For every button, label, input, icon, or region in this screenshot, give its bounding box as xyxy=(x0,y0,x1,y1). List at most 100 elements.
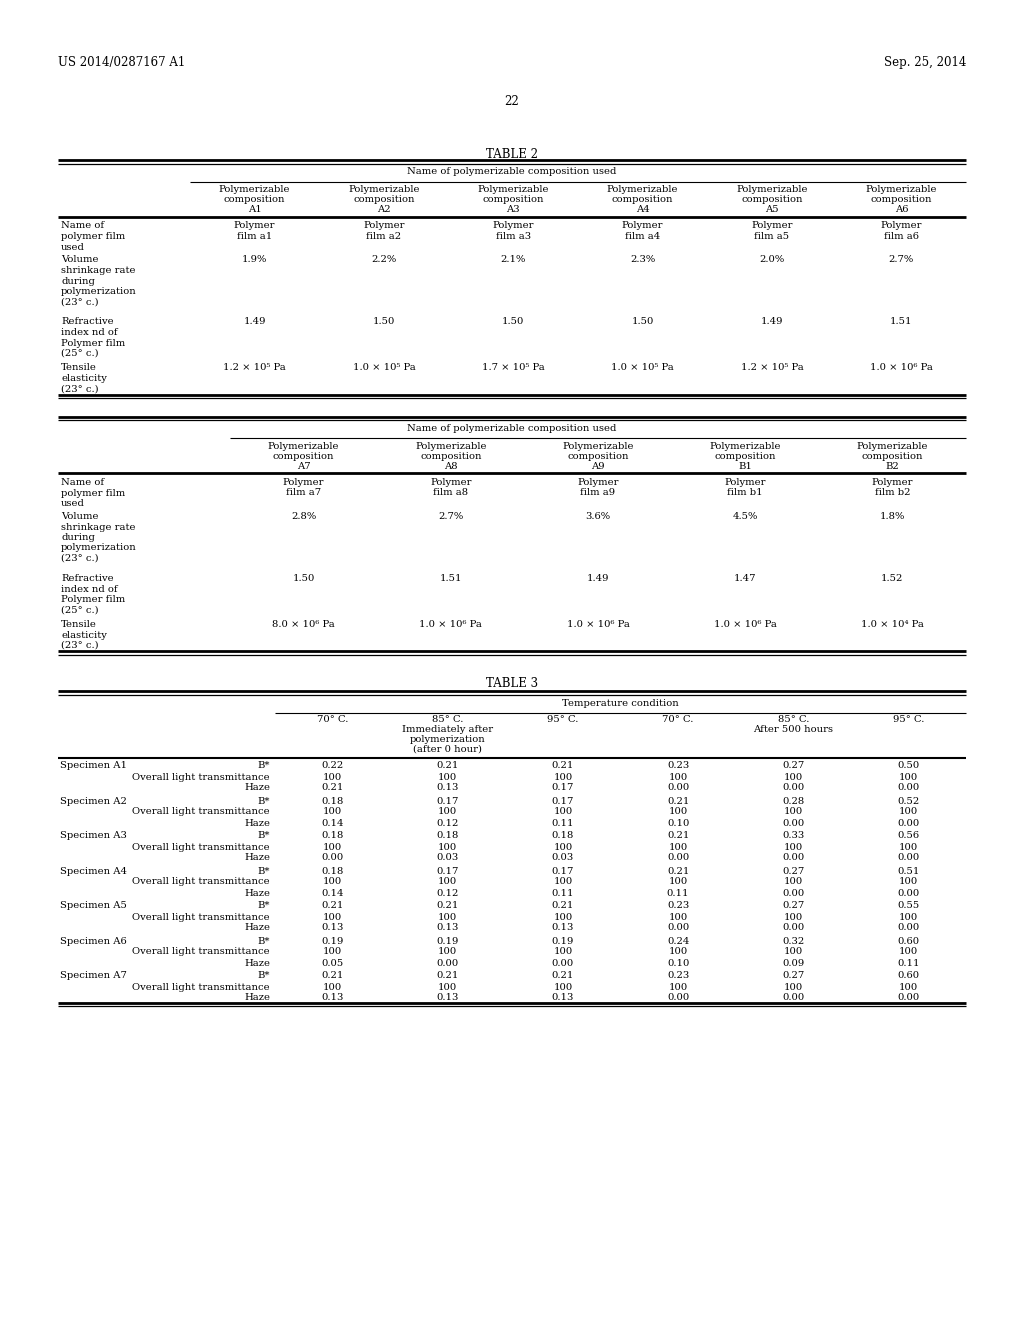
Text: 0.03: 0.03 xyxy=(552,854,574,862)
Text: Tensile: Tensile xyxy=(61,363,97,372)
Text: Name of polymerizable composition used: Name of polymerizable composition used xyxy=(408,168,616,177)
Text: shrinkage rate: shrinkage rate xyxy=(61,267,135,275)
Text: Specimen A2: Specimen A2 xyxy=(60,796,127,805)
Text: Haze: Haze xyxy=(244,924,270,932)
Text: Polymer film: Polymer film xyxy=(61,338,125,347)
Text: 1.50: 1.50 xyxy=(293,574,314,583)
Text: 0.21: 0.21 xyxy=(552,902,574,911)
Text: Name of: Name of xyxy=(61,478,104,487)
Text: A9: A9 xyxy=(591,462,605,471)
Text: 0.00: 0.00 xyxy=(667,924,689,932)
Text: composition: composition xyxy=(612,195,674,205)
Text: 100: 100 xyxy=(553,808,572,817)
Text: Specimen A7: Specimen A7 xyxy=(60,972,127,981)
Text: 100: 100 xyxy=(553,772,572,781)
Text: 100: 100 xyxy=(783,948,803,957)
Text: Refractive: Refractive xyxy=(61,318,114,326)
Text: B*: B* xyxy=(257,762,270,771)
Text: Haze: Haze xyxy=(244,994,270,1002)
Text: Polymerizable: Polymerizable xyxy=(477,186,549,194)
Text: composition: composition xyxy=(861,451,924,461)
Text: Overall light transmittance: Overall light transmittance xyxy=(132,808,270,817)
Text: 2.2%: 2.2% xyxy=(372,256,396,264)
Text: Haze: Haze xyxy=(244,854,270,862)
Text: 100: 100 xyxy=(669,808,688,817)
Text: Haze: Haze xyxy=(244,958,270,968)
Text: 100: 100 xyxy=(553,878,572,887)
Text: Specimen A3: Specimen A3 xyxy=(60,832,127,841)
Text: 0.11: 0.11 xyxy=(552,888,574,898)
Text: 0.18: 0.18 xyxy=(322,796,344,805)
Text: Polymer
film b2: Polymer film b2 xyxy=(871,478,913,498)
Text: 2.1%: 2.1% xyxy=(501,256,526,264)
Text: 100: 100 xyxy=(899,948,919,957)
Text: 0.13: 0.13 xyxy=(552,924,574,932)
Text: 1.49: 1.49 xyxy=(244,318,266,326)
Text: 0.03: 0.03 xyxy=(436,854,459,862)
Text: Overall light transmittance: Overall light transmittance xyxy=(132,982,270,991)
Text: 100: 100 xyxy=(899,772,919,781)
Text: used: used xyxy=(61,499,85,508)
Text: shrinkage rate: shrinkage rate xyxy=(61,523,135,532)
Text: 0.21: 0.21 xyxy=(436,972,459,981)
Text: 100: 100 xyxy=(438,842,458,851)
Text: 0.27: 0.27 xyxy=(782,866,805,875)
Text: 0.60: 0.60 xyxy=(897,972,920,981)
Text: Polymerizable: Polymerizable xyxy=(219,186,291,194)
Text: 100: 100 xyxy=(438,982,458,991)
Text: 0.00: 0.00 xyxy=(322,854,344,862)
Text: 100: 100 xyxy=(323,808,342,817)
Text: composition: composition xyxy=(224,195,286,205)
Text: Specimen A4: Specimen A4 xyxy=(60,866,127,875)
Text: 0.32: 0.32 xyxy=(782,936,805,945)
Text: 0.50: 0.50 xyxy=(897,762,920,771)
Text: Polymer film: Polymer film xyxy=(61,595,125,605)
Text: 0.21: 0.21 xyxy=(667,832,689,841)
Text: 0.27: 0.27 xyxy=(782,972,805,981)
Text: 100: 100 xyxy=(553,912,572,921)
Text: Name of: Name of xyxy=(61,222,104,231)
Text: 0.52: 0.52 xyxy=(897,796,920,805)
Text: 0.11: 0.11 xyxy=(552,818,574,828)
Text: TABLE 2: TABLE 2 xyxy=(486,148,538,161)
Text: 100: 100 xyxy=(899,878,919,887)
Text: Polymer
film a9: Polymer film a9 xyxy=(578,478,618,498)
Text: Polymer
film a2: Polymer film a2 xyxy=(364,222,404,242)
Text: 100: 100 xyxy=(669,912,688,921)
Text: 0.00: 0.00 xyxy=(897,784,920,792)
Text: 0.24: 0.24 xyxy=(667,936,689,945)
Text: Polymerizable: Polymerizable xyxy=(865,186,937,194)
Text: 100: 100 xyxy=(438,808,458,817)
Text: composition: composition xyxy=(272,451,335,461)
Text: 0.14: 0.14 xyxy=(322,818,344,828)
Text: 1.0 × 10⁴ Pa: 1.0 × 10⁴ Pa xyxy=(861,620,924,630)
Text: 2.3%: 2.3% xyxy=(630,256,655,264)
Text: A6: A6 xyxy=(895,206,908,214)
Text: 2.8%: 2.8% xyxy=(291,512,316,521)
Text: 0.27: 0.27 xyxy=(782,902,805,911)
Text: 0.00: 0.00 xyxy=(897,888,920,898)
Text: 0.19: 0.19 xyxy=(552,936,574,945)
Text: (23° c.): (23° c.) xyxy=(61,642,98,649)
Text: 1.7 × 10⁵ Pa: 1.7 × 10⁵ Pa xyxy=(482,363,545,372)
Text: Overall light transmittance: Overall light transmittance xyxy=(132,912,270,921)
Text: 0.00: 0.00 xyxy=(897,994,920,1002)
Text: 1.51: 1.51 xyxy=(439,574,462,583)
Text: A3: A3 xyxy=(507,206,520,214)
Text: Refractive: Refractive xyxy=(61,574,114,583)
Text: Sep. 25, 2014: Sep. 25, 2014 xyxy=(884,55,966,69)
Text: 0.23: 0.23 xyxy=(667,902,689,911)
Text: 0.00: 0.00 xyxy=(782,784,805,792)
Text: TABLE 3: TABLE 3 xyxy=(486,677,538,690)
Text: 0.33: 0.33 xyxy=(782,832,805,841)
Text: 1.0 × 10⁶ Pa: 1.0 × 10⁶ Pa xyxy=(870,363,933,372)
Text: 1.0 × 10⁶ Pa: 1.0 × 10⁶ Pa xyxy=(714,620,776,630)
Text: Polymerizable: Polymerizable xyxy=(710,442,781,451)
Text: 0.22: 0.22 xyxy=(322,762,344,771)
Text: Polymer
film a6: Polymer film a6 xyxy=(881,222,922,242)
Text: 100: 100 xyxy=(783,982,803,991)
Text: (23° c.): (23° c.) xyxy=(61,554,98,564)
Text: 0.21: 0.21 xyxy=(436,762,459,771)
Text: polymerization: polymerization xyxy=(61,286,137,296)
Text: 0.60: 0.60 xyxy=(897,936,920,945)
